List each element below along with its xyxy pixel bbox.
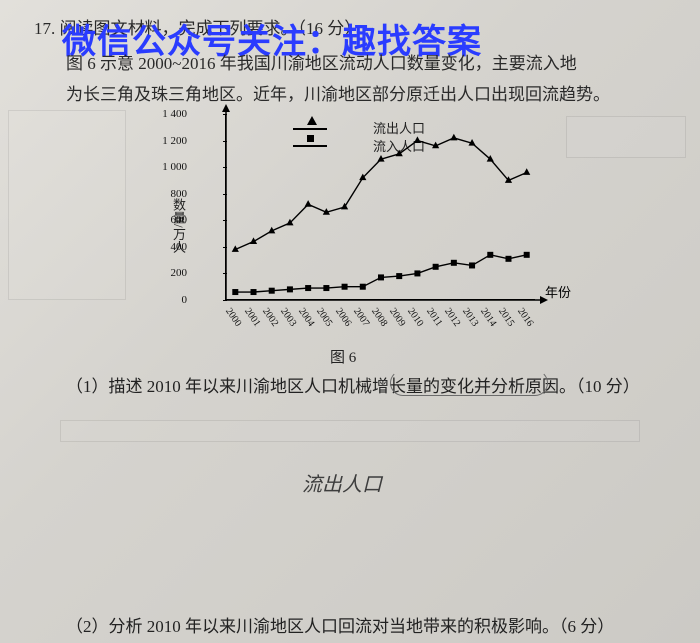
figure-caption: 图 6: [330, 346, 356, 367]
stem-line2a: 图 6 示意 2000~2016 年我国川渝地区流动人口数量变化，主要流入地: [66, 50, 666, 77]
hand-circle-annotation: [390, 370, 548, 396]
figure-6-chart: 数量/万人 流出人口 流入人口 02004006008001 0001 2001…: [165, 108, 555, 338]
stem-line2b: 为长三角及珠三角地区。近年，川渝地区部分原迁出人口出现回流趋势。: [66, 80, 610, 105]
sub-question-1: （1）描述 2010 年以来川渝地区人口机械增长量的变化并分析原因。（10 分）: [66, 372, 640, 397]
chart-svg: [226, 114, 535, 299]
handwritten-note: 流出人口: [302, 468, 382, 497]
q-num: 17.: [34, 19, 55, 38]
plot-area: 年份: [225, 114, 535, 300]
sub-question-2: （2）分析 2010 年以来川渝地区人口回流对当地带来的积极影响。（6 分）: [66, 612, 614, 637]
x-axis-label: 年份: [545, 282, 571, 301]
